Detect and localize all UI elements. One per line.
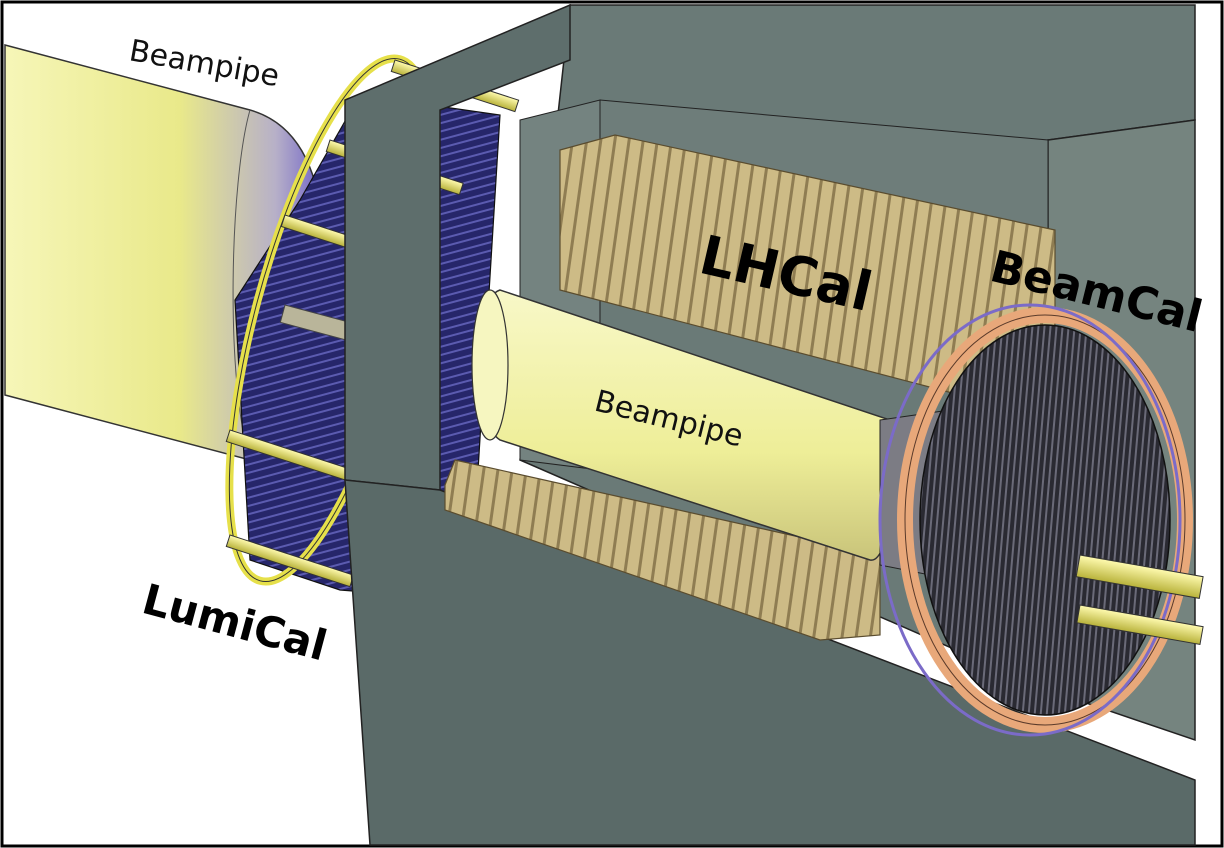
lhcal [444, 134, 1056, 641]
beamcal [878, 303, 1204, 737]
